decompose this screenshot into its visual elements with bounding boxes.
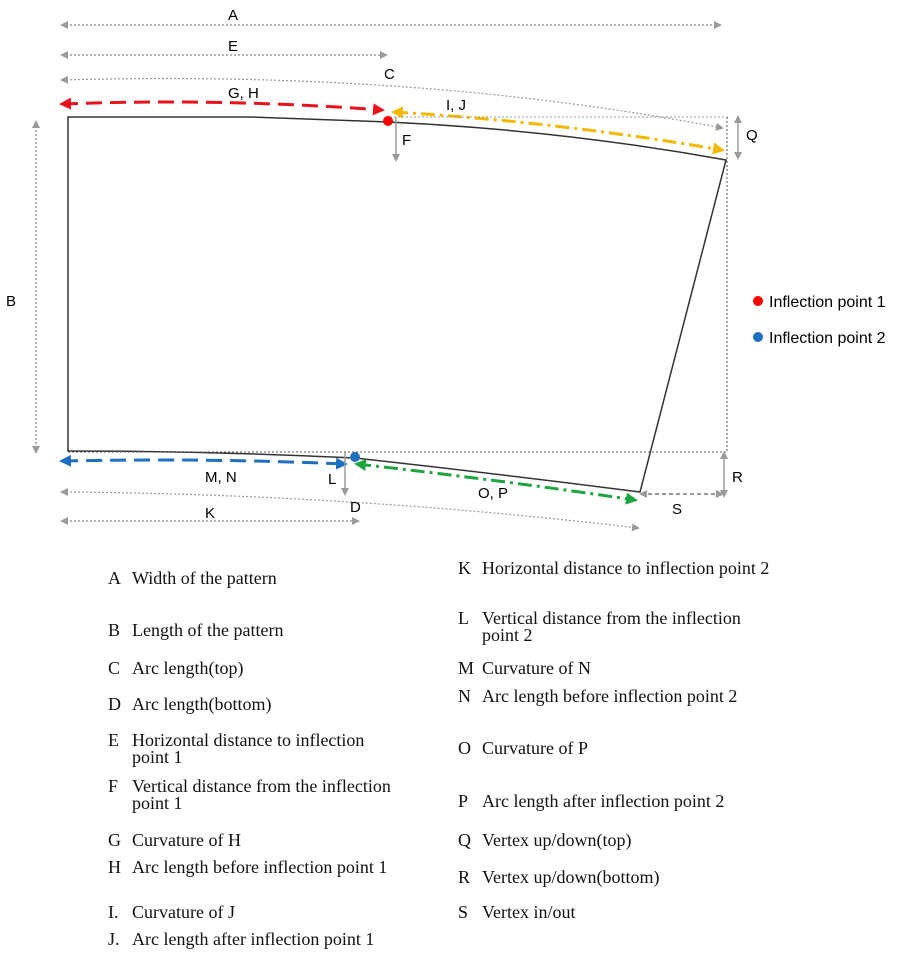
definition-text: Horizontal distance to inflection point …	[482, 558, 770, 578]
definition-text: Vertex up/down(bottom)	[482, 867, 660, 887]
definition-h: H Arc length before inflection point 1	[108, 857, 417, 877]
definition-text: Length of the pattern	[132, 620, 284, 640]
definition-text: Vertex up/down(top)	[482, 830, 632, 850]
definition-f: F Vertical distance from the inflection …	[108, 776, 402, 813]
definition-key: S	[458, 902, 469, 922]
dim-line-d	[60, 488, 640, 532]
definition-key: L	[458, 608, 469, 628]
legend-dot-inflection-1	[753, 296, 763, 306]
label-f: F	[402, 132, 411, 149]
definition-d: D Arc length(bottom)	[108, 694, 392, 714]
definition-text: Arc length before inflection point 2	[482, 686, 738, 706]
label-k: K	[205, 505, 215, 522]
definition-key: J.	[108, 929, 120, 949]
inflection-point-1-marker	[383, 116, 393, 126]
definition-m: M Curvature of N	[458, 658, 782, 678]
definition-text: Curvature of J	[132, 902, 235, 922]
definition-p: P Arc length after inflection point 2	[458, 791, 882, 811]
definition-key: A	[108, 568, 121, 588]
definition-key: G	[108, 830, 121, 850]
label-l: L	[328, 471, 336, 488]
arrow-i-j	[391, 106, 725, 155]
arrow-g-h	[59, 97, 385, 116]
definition-text: Vertex in/out	[482, 902, 576, 922]
inflection-point-2-marker	[350, 452, 360, 462]
definition-text: Arc length after inflection point 2	[482, 791, 725, 811]
label-q: Q	[746, 127, 758, 144]
definition-text: Arc length before inflection point 1	[132, 857, 388, 877]
label-d: D	[350, 499, 361, 516]
definition-text: Curvature of P	[482, 738, 588, 758]
label-g-h: G, H	[228, 85, 259, 102]
legend-label-inflection-2: Inflection point 2	[769, 330, 886, 347]
definition-key: F	[108, 776, 119, 796]
definition-key: E	[108, 730, 119, 750]
definition-i: I. Curvature of J	[108, 902, 392, 922]
definition-s: S Vertex in/out	[458, 902, 782, 922]
definition-r: R Vertex up/down(bottom)	[458, 867, 782, 887]
definition-l: L Vertical distance from the inflection …	[458, 608, 752, 645]
definition-key: K	[458, 558, 471, 578]
label-m-n: M, N	[205, 469, 237, 486]
definition-key: M	[458, 658, 475, 678]
label-i-j: I, J	[446, 97, 466, 114]
arrow-m-n	[59, 454, 348, 470]
definition-key: R	[458, 867, 471, 887]
legend-label-inflection-1: Inflection point 1	[769, 294, 886, 311]
definition-key: H	[108, 857, 121, 877]
label-s: S	[672, 501, 682, 518]
definition-text: Curvature of N	[482, 658, 591, 678]
definition-key: D	[108, 694, 121, 714]
definition-text: Arc length after inflection point 1	[132, 929, 375, 949]
legend: Inflection point 1 Inflection point 2	[753, 294, 886, 347]
definition-text: Arc length(bottom)	[132, 694, 272, 714]
definition-n: N Arc length before inflection point 2	[458, 686, 827, 706]
definition-o: O Curvature of P	[458, 738, 782, 758]
definition-text: Horizontal distance to inflection point …	[132, 730, 365, 767]
definition-key: C	[108, 658, 121, 678]
dim-line-c	[60, 75, 724, 131]
definition-a: A Width of the pattern	[108, 568, 392, 588]
definition-key: Q	[458, 830, 471, 850]
label-r: R	[732, 469, 743, 486]
label-o-p: O, P	[478, 485, 508, 502]
label-a: A	[228, 7, 238, 24]
definition-q: Q Vertex up/down(top)	[458, 830, 782, 850]
definition-g: G Curvature of H	[108, 830, 392, 850]
pattern-outline	[67, 116, 727, 493]
definition-text: Arc length(top)	[132, 658, 244, 678]
definition-b: B Length of the pattern	[108, 620, 392, 640]
definition-key: P	[458, 791, 469, 811]
definition-text: Width of the pattern	[132, 568, 277, 588]
definition-c: C Arc length(top)	[108, 658, 392, 678]
pattern-diagram: A E C G, H I, J F Q B M, N L O, P D K S …	[6, 7, 886, 532]
label-e: E	[228, 38, 238, 55]
definition-k: K Horizontal distance to inflection poin…	[458, 558, 812, 578]
definition-text: Vertical distance from the inflection po…	[132, 776, 391, 813]
label-b: B	[6, 293, 16, 310]
definition-text: Vertical distance from the inflection po…	[482, 608, 741, 645]
definition-text: Curvature of H	[132, 830, 241, 850]
definition-key: O	[458, 738, 471, 758]
definition-j: J. Arc length after inflection point 1	[108, 929, 402, 949]
definition-key: B	[108, 620, 121, 640]
definition-key: I.	[108, 902, 119, 922]
definition-key: N	[458, 686, 471, 706]
definition-e: E Horizontal distance to inflection poin…	[108, 730, 372, 767]
label-c: C	[384, 66, 395, 83]
legend-dot-inflection-2	[753, 332, 763, 342]
